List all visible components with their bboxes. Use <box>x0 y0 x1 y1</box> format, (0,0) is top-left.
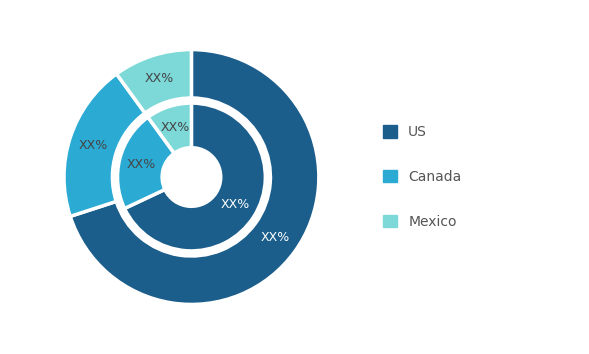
Wedge shape <box>64 74 145 216</box>
Text: XX%: XX% <box>145 72 174 85</box>
Wedge shape <box>124 103 265 251</box>
Legend: US, Canada, Mexico: US, Canada, Mexico <box>383 125 461 229</box>
Wedge shape <box>148 103 191 153</box>
Text: XX%: XX% <box>220 198 250 211</box>
Text: XX%: XX% <box>260 231 290 244</box>
Wedge shape <box>70 50 319 304</box>
Wedge shape <box>117 50 191 113</box>
Text: XX%: XX% <box>78 139 108 152</box>
Wedge shape <box>118 117 174 209</box>
Text: XX%: XX% <box>161 121 190 135</box>
Text: XX%: XX% <box>127 158 156 171</box>
